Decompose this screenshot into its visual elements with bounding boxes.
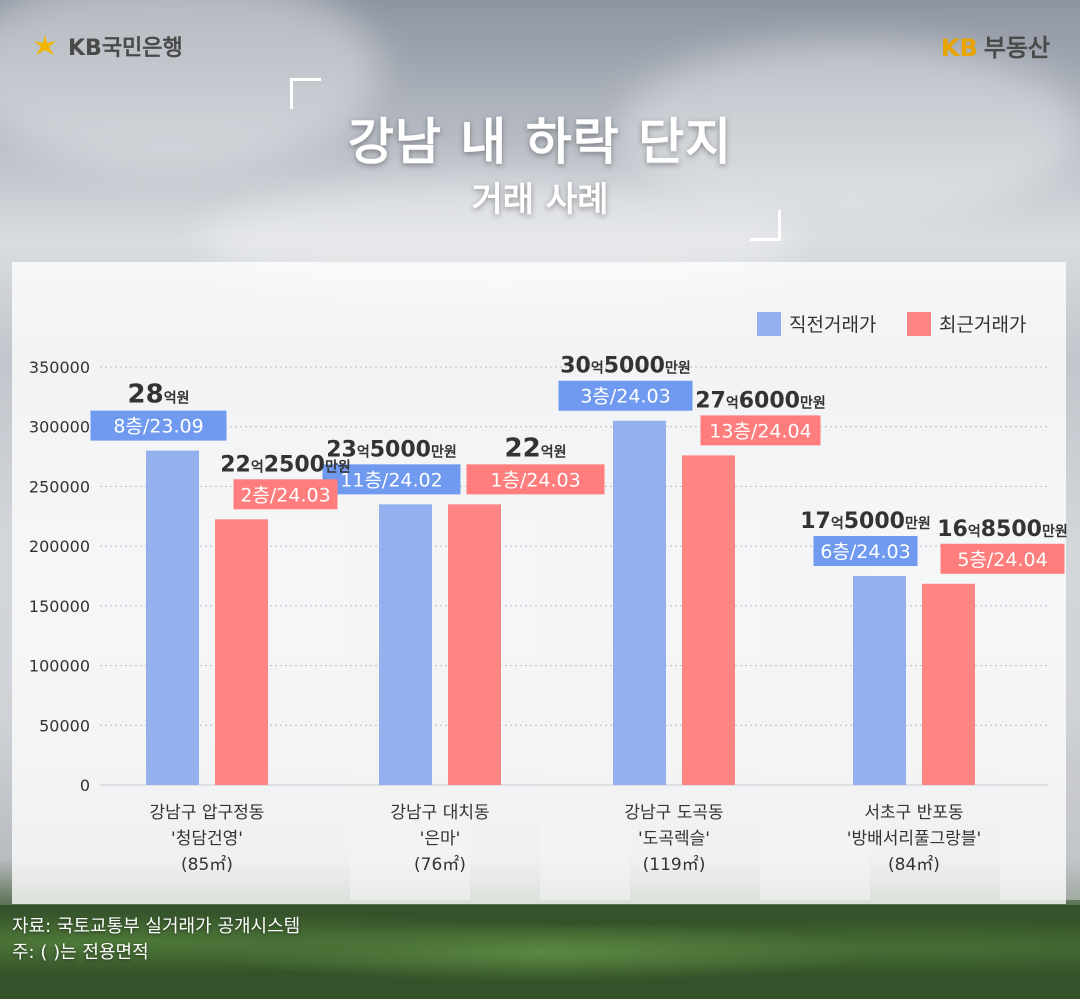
bank-brand-text: KB국민은행 bbox=[68, 36, 183, 61]
price-label: 22억원 bbox=[505, 433, 567, 463]
price-part: 억 bbox=[251, 459, 264, 475]
price-label: 27억6000만원 bbox=[695, 388, 826, 413]
price-part: 22 bbox=[505, 433, 541, 463]
bar-prev bbox=[613, 420, 666, 785]
price-part: 16 bbox=[937, 517, 968, 542]
price-label: 17억5000만원 bbox=[800, 509, 931, 534]
y-tick-label: 200000 bbox=[29, 537, 90, 556]
price-part: 5000 bbox=[370, 437, 431, 462]
price-part: 22 bbox=[220, 452, 251, 477]
kb-realestate-logo: KB 부동산 bbox=[941, 28, 1050, 63]
source-note: 자료: 국토교통부 실거래가 공개시스템 bbox=[12, 916, 301, 937]
y-tick-label: 150000 bbox=[29, 597, 90, 616]
floor-date-box bbox=[813, 536, 918, 566]
bracket-top-left bbox=[290, 78, 321, 109]
price-part: 억 bbox=[591, 361, 604, 377]
price-part: 27 bbox=[695, 388, 726, 413]
price-label: 16억8500만원 bbox=[937, 517, 1068, 542]
realestate-brand-name: 부동산 bbox=[983, 34, 1050, 62]
price-part: 만원 bbox=[325, 459, 351, 475]
tree-line bbox=[0, 905, 1080, 999]
floor-date-box bbox=[90, 410, 227, 441]
star-logo-icon bbox=[34, 35, 56, 55]
price-part: 28 bbox=[128, 380, 164, 410]
floor-date-label: 3층/24.03 bbox=[580, 386, 670, 408]
price-part: 만원 bbox=[800, 395, 826, 411]
price-part: 억 bbox=[726, 395, 739, 411]
area-note: 주: ( )는 전용면적 bbox=[12, 942, 149, 963]
price-label: 28억원 bbox=[128, 380, 190, 410]
y-tick-label: 0 bbox=[80, 776, 90, 795]
price-part: 5000 bbox=[604, 354, 665, 379]
legend-swatch bbox=[757, 312, 781, 336]
bar-recent bbox=[448, 504, 501, 785]
price-part: 만원 bbox=[1042, 524, 1068, 540]
price-part: 만원 bbox=[665, 361, 691, 377]
y-tick-label: 350000 bbox=[29, 358, 90, 377]
bar-recent bbox=[682, 455, 735, 785]
x-category-label: '도곡렉슬' bbox=[638, 829, 710, 849]
price-part: 17 bbox=[800, 509, 831, 534]
legend-label: 최근거래가 bbox=[939, 314, 1026, 336]
y-tick-label: 100000 bbox=[29, 657, 90, 676]
price-part: 억원 bbox=[164, 391, 190, 407]
floor-date-label: 1층/24.03 bbox=[490, 469, 580, 491]
y-tick-label: 300000 bbox=[29, 418, 90, 437]
price-part: 억 bbox=[968, 524, 981, 540]
legend-swatch bbox=[907, 312, 931, 336]
x-category-label: 강남구 대치동 bbox=[390, 803, 489, 823]
floor-date-label: 2층/24.03 bbox=[240, 484, 330, 506]
legend-label: 직전거래가 bbox=[789, 314, 876, 336]
price-part: 만원 bbox=[905, 516, 931, 532]
bar-prev bbox=[379, 504, 432, 785]
x-category-label: 강남구 압구정동 bbox=[150, 803, 265, 823]
price-part: 5000 bbox=[844, 509, 905, 534]
page-title: 강남 내 하락 단지 bbox=[347, 113, 733, 171]
floor-date-box bbox=[466, 464, 605, 495]
floor-date-label: 8층/23.09 bbox=[113, 416, 203, 438]
x-category-label: '은마' bbox=[420, 829, 461, 849]
x-category-label: (76㎡) bbox=[414, 855, 466, 875]
price-part: 2500 bbox=[264, 452, 325, 477]
bar-prev bbox=[146, 450, 199, 785]
bracket-bottom-right bbox=[750, 210, 781, 241]
price-label: 22억2500만원 bbox=[220, 452, 351, 477]
floor-date-box bbox=[558, 380, 693, 411]
x-category-label: (119㎡) bbox=[643, 855, 706, 875]
floor-date-box bbox=[322, 464, 461, 495]
floor-date-box bbox=[700, 415, 821, 446]
floor-date-label: 6층/24.03 bbox=[820, 541, 910, 563]
price-part: 30 bbox=[560, 354, 591, 379]
price-part: 억 bbox=[357, 444, 370, 460]
x-category-label: (85㎡) bbox=[181, 855, 233, 875]
price-part: 만원 bbox=[431, 444, 457, 460]
price-label: 23억5000만원 bbox=[326, 437, 457, 462]
x-category-label: '방배서리풀그랑블' bbox=[847, 829, 981, 849]
price-label: 30억5000만원 bbox=[560, 354, 691, 379]
price-part: 8500 bbox=[981, 517, 1042, 542]
bar-recent bbox=[922, 583, 975, 785]
bar-prev bbox=[853, 576, 906, 785]
floor-date-box bbox=[233, 479, 338, 510]
floor-date-label: 11층/24.02 bbox=[340, 469, 442, 491]
x-category-label: '청담건영' bbox=[171, 829, 243, 849]
kb-mark: KB bbox=[940, 34, 978, 62]
floor-date-box bbox=[940, 543, 1065, 574]
floor-date-label: 13층/24.04 bbox=[709, 420, 811, 442]
floor-date-label: 5층/24.04 bbox=[957, 549, 1047, 571]
y-tick-label: 50000 bbox=[39, 716, 90, 735]
cloud bbox=[620, 40, 1080, 220]
kb-bank-logo: KB국민은행 bbox=[30, 30, 183, 62]
x-category-label: 서초구 반포동 bbox=[864, 803, 963, 823]
page-subtitle: 거래 사례 bbox=[471, 180, 609, 220]
price-part: 억원 bbox=[541, 444, 567, 460]
y-tick-label: 250000 bbox=[29, 477, 90, 496]
price-part: 6000 bbox=[739, 388, 800, 413]
price-part: 23 bbox=[326, 437, 357, 462]
x-category-label: (84㎡) bbox=[888, 855, 940, 875]
bar-recent bbox=[215, 519, 268, 785]
x-category-label: 강남구 도곡동 bbox=[624, 803, 723, 823]
price-part: 억 bbox=[831, 516, 844, 532]
